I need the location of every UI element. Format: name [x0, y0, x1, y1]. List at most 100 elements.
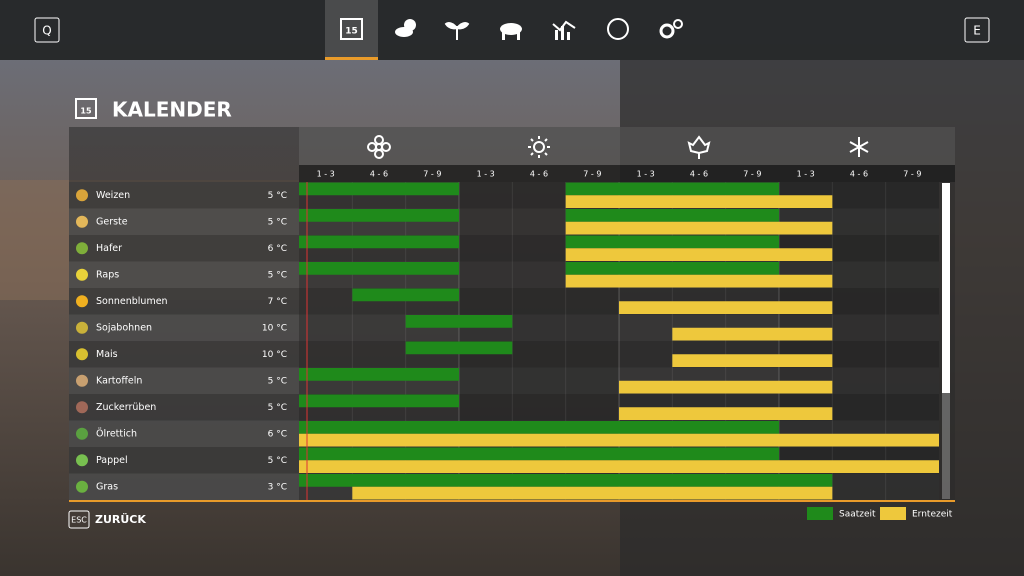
back-button[interactable]: ESC ZURÜCK: [68, 510, 146, 529]
title-icon: [75, 98, 97, 119]
icon: [659, 23, 675, 39]
period-label: 1 - 3: [317, 170, 335, 179]
legend-swatch: [807, 507, 833, 520]
icon: [567, 32, 570, 40]
period-label: 4 - 6: [690, 170, 708, 179]
tab-prices[interactable]: [552, 20, 576, 40]
icon: [502, 32, 505, 40]
crop-icon: [76, 321, 88, 334]
sowing-bar: [299, 394, 459, 408]
crop-name: Raps: [96, 269, 119, 280]
crop-icon: [76, 348, 88, 361]
column-shade: [885, 182, 939, 500]
crop-icon: [76, 189, 88, 202]
icon: [561, 26, 564, 40]
crop-name: Gras: [96, 481, 118, 492]
icon: [500, 23, 522, 35]
crop-name: Weizen: [96, 190, 130, 201]
period-label: 4 - 6: [850, 170, 868, 179]
crop-temperature: 5 °C: [268, 191, 287, 201]
tab-settings[interactable]: [659, 19, 683, 39]
crop-temperature: 6 °C: [268, 244, 287, 254]
row-bg: [69, 261, 299, 288]
crop-name: Kartoffeln: [96, 375, 142, 386]
crop-temperature: 10 °C: [262, 323, 287, 333]
season-header: [299, 127, 955, 165]
calendar-icon: [340, 18, 363, 40]
icon: [607, 18, 629, 40]
crop-icon: [76, 268, 88, 281]
crop-name: Mais: [96, 349, 118, 360]
period-label: 4 - 6: [530, 170, 548, 179]
icon: [552, 20, 576, 32]
legend-label: Saatzeit: [839, 510, 876, 520]
tab-crops[interactable]: [444, 22, 470, 40]
crop-name: Ölrettich: [96, 428, 137, 439]
tab-calendar[interactable]: 15: [325, 0, 378, 60]
period-label: 1 - 3: [477, 170, 495, 179]
harvest-bar: [565, 274, 833, 288]
season-winter: [849, 137, 869, 157]
row-bg: [69, 208, 299, 235]
title-icon-day: 15: [80, 107, 92, 116]
icon: [555, 30, 558, 40]
scrollbar-thumb[interactable]: [942, 183, 950, 393]
row-bg: [69, 182, 299, 209]
harvest-bar: [672, 354, 833, 367]
row-bg: [69, 473, 299, 500]
crop-temperature: 5 °C: [268, 217, 287, 227]
row-bg: [69, 314, 299, 341]
crop-temperature: 5 °C: [268, 403, 287, 413]
harvest-bar: [619, 407, 833, 420]
period-label: 1 - 3: [637, 170, 655, 179]
crop-temperature: 5 °C: [268, 376, 287, 386]
sowing-bar: [299, 421, 779, 434]
tab-bg: [325, 0, 378, 58]
sowing-bar: [299, 182, 459, 196]
crop-name: Sojabohnen: [96, 322, 152, 333]
crop-name: Zuckerrüben: [96, 402, 156, 413]
crop-temperature: 3 °C: [268, 482, 287, 492]
row-bg: [69, 288, 299, 315]
crop-temperature: 6 °C: [268, 429, 287, 439]
crop-icon: [76, 454, 88, 467]
tab-weather[interactable]: [395, 19, 416, 37]
column-shade: [779, 182, 833, 500]
column-shade: [512, 182, 566, 500]
sowing-bar: [299, 262, 459, 275]
crop-temperature: 10 °C: [262, 350, 287, 360]
harvest-bar: [299, 460, 939, 473]
sowing-bar: [565, 235, 779, 249]
back-label: ZURÜCK: [95, 512, 146, 526]
icon: [444, 22, 470, 40]
left-key[interactable]: Q: [34, 17, 60, 43]
period-label: 7 - 9: [743, 170, 761, 179]
crop-name: Sonnenblumen: [96, 296, 168, 307]
sowing-bar: [299, 209, 459, 222]
calendar-grid: 1 - 3 4 - 6 7 - 9 1 - 3 4 - 6 7 - 9 1 - 3 4 - 6…: [69, 165, 955, 500]
season-summer: [528, 136, 550, 158]
row-bg: [69, 447, 299, 474]
icon: [395, 27, 413, 37]
tab-animals[interactable]: [500, 23, 522, 40]
crop-icon: [76, 401, 88, 414]
table-bottom-line: [69, 500, 955, 502]
sowing-bar: [299, 368, 459, 381]
sowing-bar: [565, 209, 779, 222]
period-label: 1 - 3: [797, 170, 815, 179]
tab-finances[interactable]: [607, 18, 629, 40]
harvest-bar: [565, 248, 833, 261]
row-bg: [69, 420, 299, 447]
crop-temperature: 5 °C: [268, 270, 287, 280]
sowing-bar: [352, 288, 459, 302]
period-header: [299, 165, 955, 182]
key-box: [964, 17, 990, 43]
harvest-bar: [672, 327, 833, 341]
period-label: 7 - 9: [903, 170, 921, 179]
season-autumn: [687, 135, 711, 159]
period-label: 7 - 9: [423, 170, 441, 179]
legend-swatch: [880, 507, 906, 520]
right-key[interactable]: E: [964, 17, 990, 43]
sowing-bar: [565, 262, 779, 275]
